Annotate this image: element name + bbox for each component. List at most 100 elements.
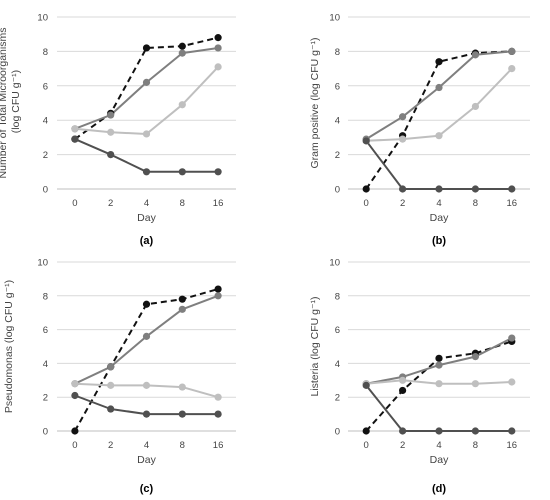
- data-point: [435, 83, 443, 92]
- x-tick-label: 4: [144, 198, 149, 209]
- data-point: [471, 102, 479, 111]
- y-tick-label: 8: [335, 47, 340, 58]
- data-point: [71, 427, 79, 435]
- series-line-2: [74, 66, 219, 135]
- y-axis-title: Number of Total Microorganisms (log CFU …: [0, 28, 22, 179]
- x-tick-label: 4: [144, 440, 149, 451]
- y-tick-label: 6: [43, 325, 48, 336]
- series-line-3: [365, 140, 512, 190]
- y-tick-label: 10: [329, 258, 340, 269]
- data-point: [142, 130, 151, 138]
- data-point: [178, 383, 186, 391]
- chart-panel-0: 0 2 4 6 8 10 0 2 4 8 16 Day Number of Total Microorg…: [0, 13, 236, 247]
- data-point: [399, 376, 407, 384]
- y-tick-label: 6: [43, 81, 48, 92]
- data-point: [508, 378, 516, 386]
- data-point: [399, 185, 407, 193]
- y-tick-label: 8: [335, 291, 340, 302]
- data-point: [178, 305, 186, 313]
- y-tick-label: 0: [335, 427, 340, 438]
- data-point: [471, 353, 479, 361]
- y-tick-label: 2: [335, 150, 340, 161]
- data-point: [214, 292, 222, 300]
- data-point: [142, 332, 151, 340]
- x-axis-title: Day: [137, 454, 156, 466]
- chart-panel-2: 0 2 4 6 8 10 0 2 4 8 16 Day Pseudomonas (log CFU g⁻¹…: [3, 258, 236, 495]
- y-tick-label: 2: [43, 393, 48, 404]
- y-axis-title-main: Gram positive: [309, 104, 321, 169]
- data-point: [435, 427, 443, 435]
- series-line-3: [365, 384, 512, 432]
- data-point: [214, 34, 222, 42]
- y-axis-title-units: (log CFU g⁻¹): [309, 38, 321, 104]
- y-tick-label: 10: [37, 258, 48, 269]
- data-point: [435, 354, 443, 362]
- x-tick-label: 2: [400, 198, 405, 209]
- y-tick-label: 0: [43, 427, 48, 438]
- data-point: [214, 63, 222, 71]
- data-point: [214, 285, 222, 293]
- data-point: [142, 381, 151, 389]
- data-point: [71, 135, 79, 143]
- x-tick-label: 2: [108, 440, 113, 451]
- x-tick-label: 16: [213, 440, 224, 451]
- x-tick-label: 16: [507, 440, 518, 451]
- data-point: [214, 393, 222, 401]
- data-point: [214, 168, 222, 176]
- x-axis-title: Day: [137, 212, 156, 224]
- data-point: [471, 51, 479, 59]
- data-point: [107, 363, 115, 371]
- data-point: [178, 168, 186, 176]
- y-tick-label: 8: [43, 291, 48, 302]
- data-point: [508, 65, 516, 73]
- x-tick-label: 2: [400, 440, 405, 451]
- data-point: [214, 410, 222, 418]
- data-point: [142, 300, 151, 308]
- y-axis-title: Pseudomonas (log CFU g⁻¹): [3, 280, 15, 413]
- y-tick-label: 4: [43, 359, 48, 370]
- panel-label: (c): [140, 483, 154, 495]
- data-point: [362, 185, 370, 193]
- x-tick-label: 16: [213, 198, 224, 209]
- panel-label: (d): [432, 483, 446, 495]
- data-point: [471, 380, 479, 388]
- y-tick-label: 6: [335, 325, 340, 336]
- y-axis-title: Gram positive (log CFU g⁻¹): [309, 38, 321, 169]
- panel-label: (b): [432, 235, 446, 247]
- data-point: [71, 380, 79, 388]
- data-point: [178, 295, 186, 303]
- data-point: [399, 135, 407, 143]
- x-tick-label: 16: [507, 198, 518, 209]
- chart-panel-1: 0 2 4 6 8 10 0 2 4 8 16 Day Gram positive (log CFU g…: [309, 13, 530, 247]
- data-point: [178, 49, 186, 57]
- y-axis-title: Listeria (log CFU g⁻¹): [309, 296, 321, 396]
- data-point: [399, 113, 407, 121]
- x-axis-title: Day: [430, 454, 449, 466]
- x-tick-label: 0: [364, 198, 369, 209]
- data-point: [508, 47, 516, 56]
- y-axis-title-units: (log CFU g⁻¹): [3, 280, 15, 346]
- y-tick-label: 10: [37, 13, 48, 24]
- x-tick-label: 8: [180, 198, 185, 209]
- data-point: [508, 334, 516, 342]
- data-point: [435, 380, 443, 388]
- data-point: [107, 128, 115, 136]
- data-point: [178, 101, 186, 109]
- x-tick-label: 8: [180, 440, 185, 451]
- panel-label: (a): [140, 235, 154, 247]
- data-point: [435, 58, 443, 66]
- data-point: [107, 381, 115, 389]
- x-tick-label: 0: [364, 440, 369, 451]
- x-tick-label: 0: [72, 440, 77, 451]
- x-axis-title: Day: [430, 212, 449, 224]
- data-point: [362, 137, 370, 145]
- data-point: [399, 427, 407, 435]
- series-line-0: [365, 50, 512, 190]
- y-tick-label: 2: [335, 393, 340, 404]
- data-point: [178, 42, 186, 50]
- data-point: [471, 185, 479, 193]
- data-point: [142, 78, 151, 86]
- x-tick-label: 8: [473, 198, 478, 209]
- y-tick-label: 4: [335, 116, 340, 127]
